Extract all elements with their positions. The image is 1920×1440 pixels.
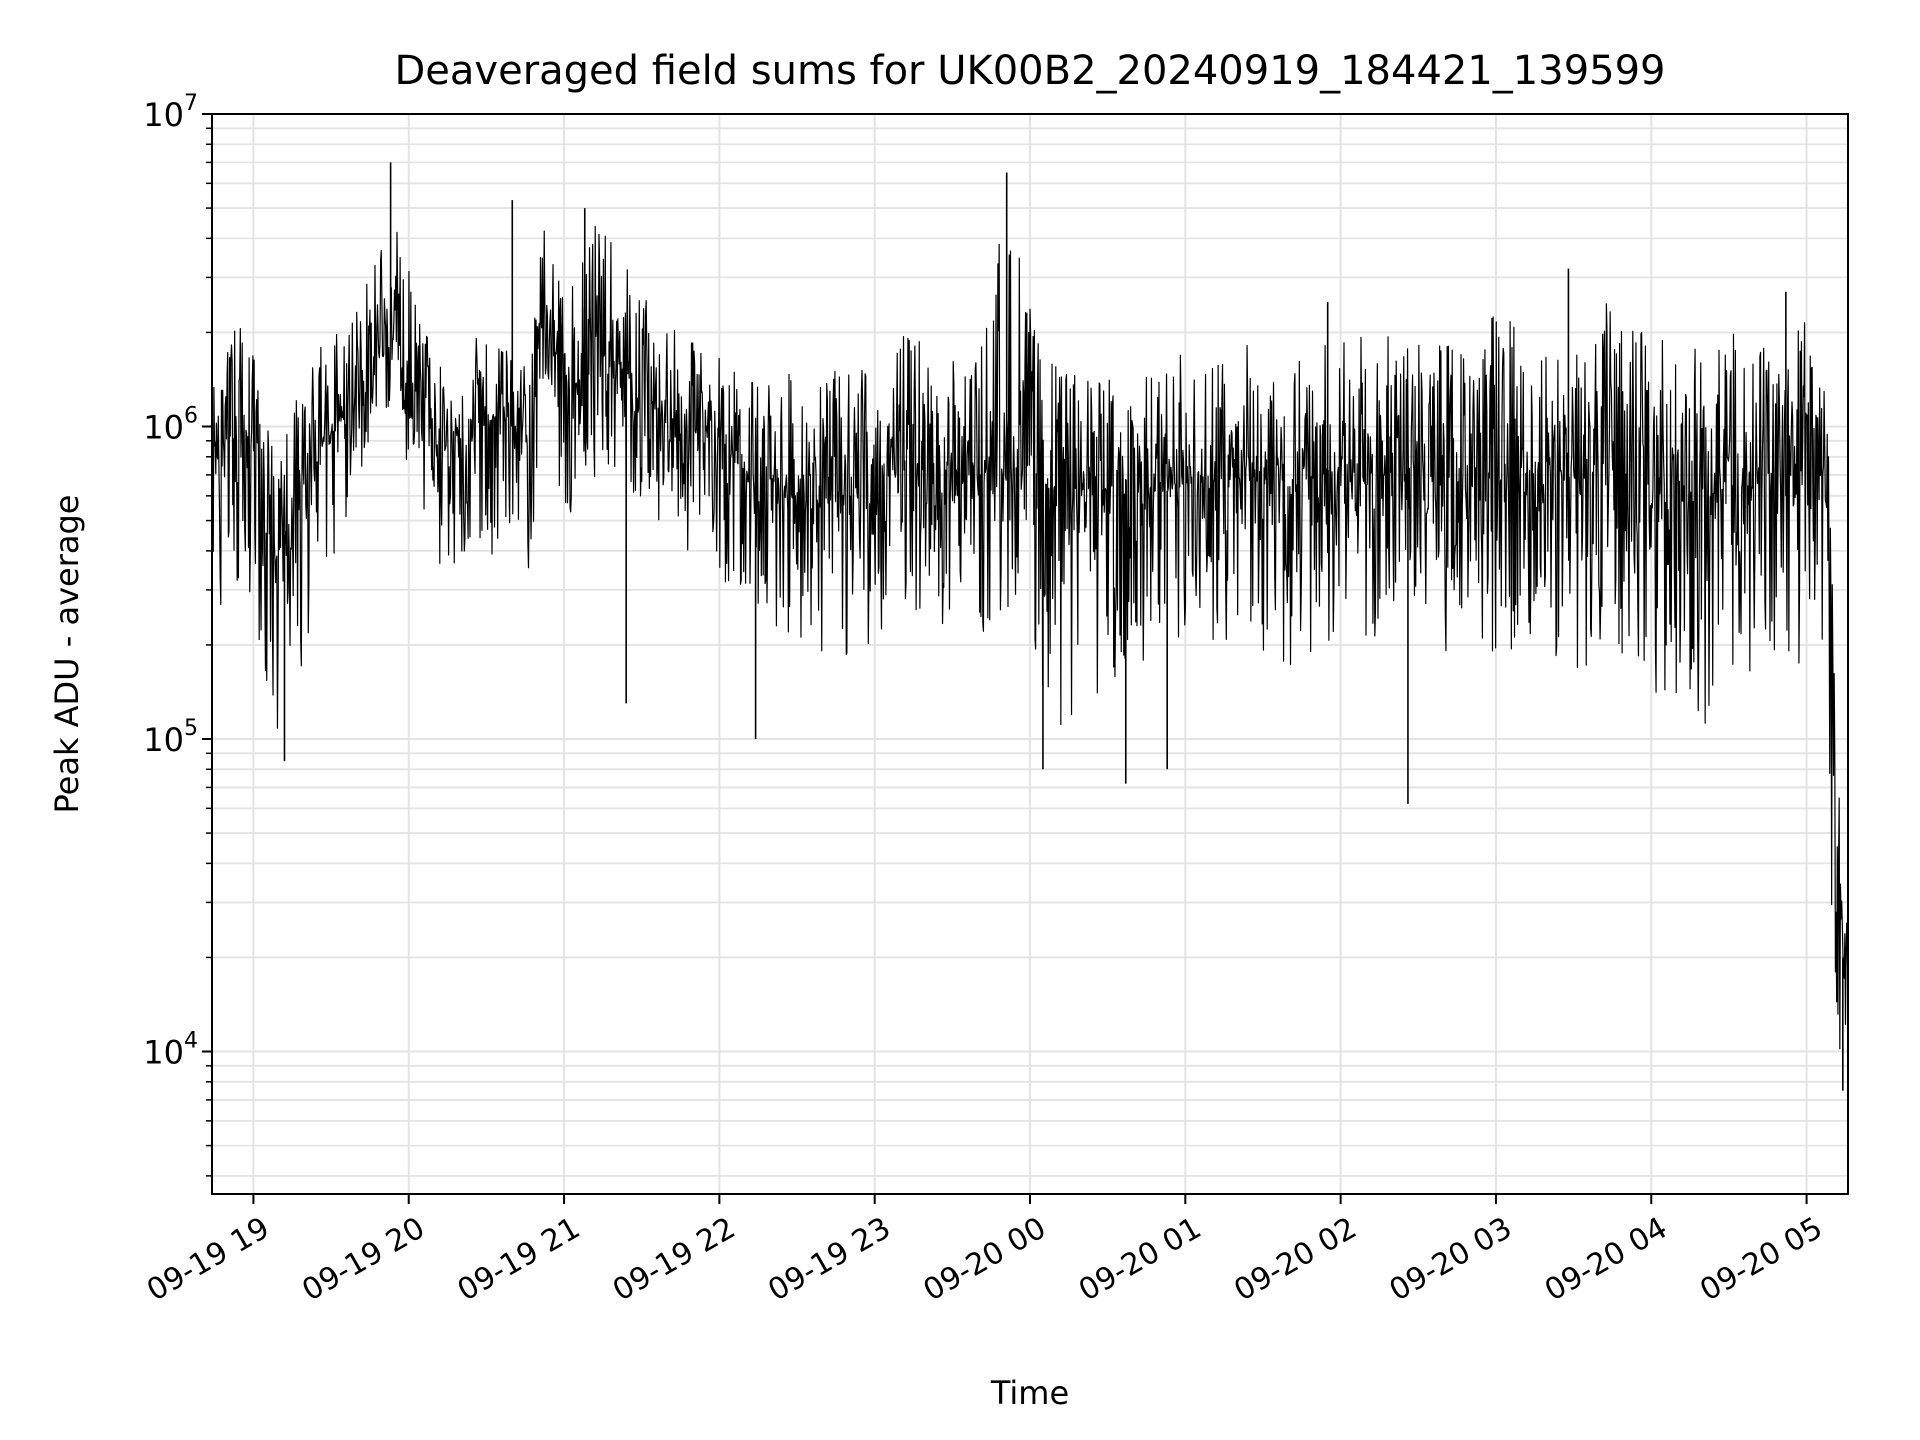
y-tick-label: 105: [143, 716, 198, 759]
data-layer: [211, 162, 1849, 1091]
y-tick-label: 104: [143, 1029, 198, 1072]
y-tick-label: 106: [143, 404, 198, 447]
grid-layer: [212, 113, 1848, 1194]
chart-title: Deaveraged field sums for UK00B2_2024091…: [395, 48, 1666, 94]
x-axis-label: Time: [990, 1374, 1069, 1412]
y-axis-label: Peak ADU - average: [48, 495, 86, 814]
y-tick-label: 107: [143, 91, 198, 134]
series-line: [211, 225, 1849, 1050]
